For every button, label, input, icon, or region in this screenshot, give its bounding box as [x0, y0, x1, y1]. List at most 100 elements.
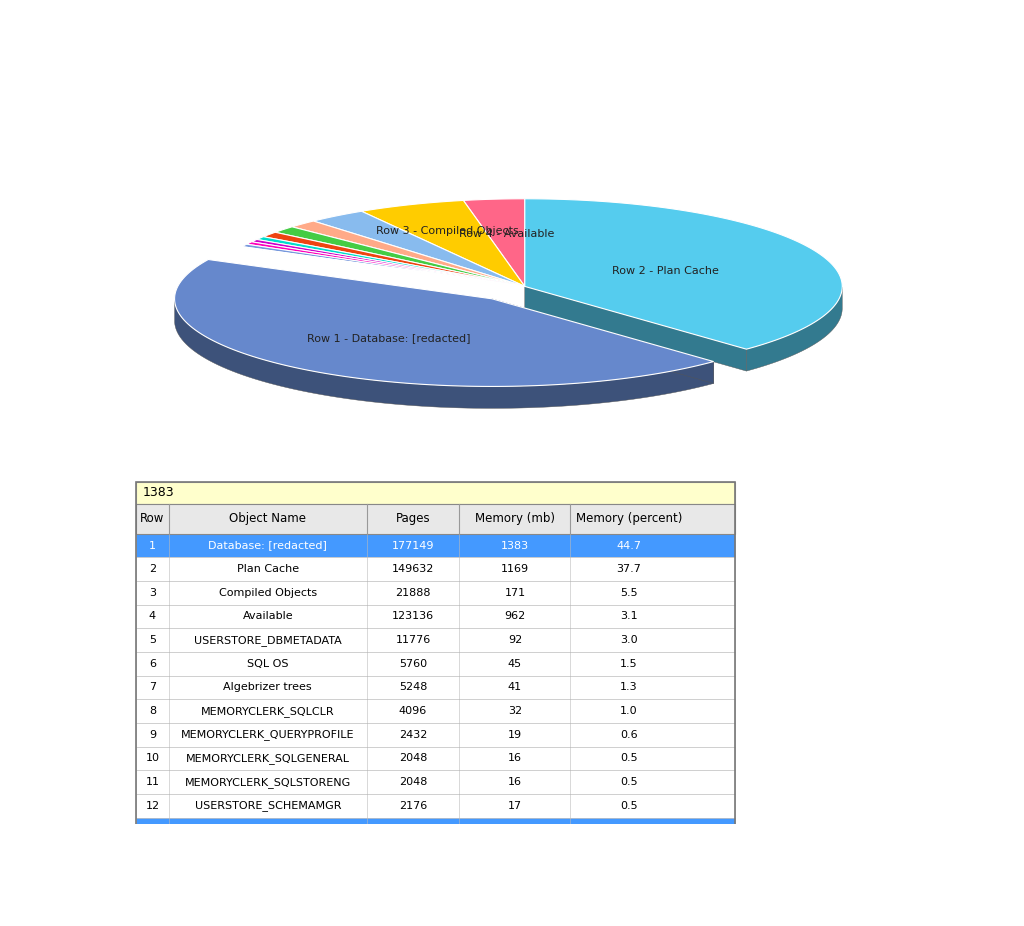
Text: 1: 1	[148, 541, 156, 551]
Text: 3.0: 3.0	[620, 635, 638, 645]
Text: 7: 7	[148, 682, 156, 693]
Text: 2176: 2176	[399, 801, 427, 810]
FancyBboxPatch shape	[136, 504, 735, 533]
Text: 5.5: 5.5	[620, 588, 638, 598]
Polygon shape	[524, 286, 746, 371]
Text: 1.3: 1.3	[620, 682, 638, 693]
Text: 13: 13	[145, 824, 160, 834]
Text: 16: 16	[508, 777, 522, 787]
Text: 9: 9	[148, 730, 156, 740]
Polygon shape	[292, 221, 524, 286]
Text: 92: 92	[508, 635, 522, 645]
Text: MEMORYCLERK_SQLGENERAL: MEMORYCLERK_SQLGENERAL	[185, 753, 350, 764]
Text: 1383: 1383	[501, 541, 529, 551]
Polygon shape	[175, 300, 714, 408]
Text: 2432: 2432	[399, 730, 427, 740]
Polygon shape	[247, 242, 524, 286]
Text: SQL OS: SQL OS	[247, 658, 289, 669]
Text: 177149: 177149	[392, 541, 434, 551]
Text: Row 3 - Compiled Objects: Row 3 - Compiled Objects	[376, 226, 518, 236]
Polygon shape	[492, 299, 714, 383]
Text: 0.1: 0.1	[620, 824, 638, 834]
Text: Pages: Pages	[395, 512, 430, 525]
Text: 0.6: 0.6	[620, 730, 638, 740]
Text: 17: 17	[508, 801, 522, 810]
Text: 16: 16	[508, 754, 522, 763]
Text: 41: 41	[508, 682, 522, 693]
Text: 4096: 4096	[399, 707, 427, 716]
Text: Row 2 - Plan Cache: Row 2 - Plan Cache	[612, 266, 720, 276]
Polygon shape	[275, 227, 524, 286]
Text: 37.7: 37.7	[616, 564, 641, 574]
Polygon shape	[524, 199, 842, 349]
Text: 0.5: 0.5	[620, 777, 638, 787]
Polygon shape	[257, 237, 524, 286]
FancyBboxPatch shape	[136, 723, 735, 746]
Text: MEMORYCLERK_QUERYPROFILE: MEMORYCLERK_QUERYPROFILE	[181, 730, 354, 740]
Text: 11: 11	[145, 777, 160, 787]
Text: 44.7: 44.7	[616, 541, 641, 551]
Text: 0.5: 0.5	[620, 801, 638, 810]
Text: 962: 962	[504, 611, 525, 621]
Text: 21888: 21888	[395, 588, 431, 598]
Text: 149632: 149632	[392, 564, 434, 574]
Text: 3: 3	[511, 824, 518, 834]
FancyBboxPatch shape	[136, 699, 735, 723]
Text: MEMORYCLERK_SQLCLR: MEMORYCLERK_SQLCLR	[201, 706, 335, 717]
Text: MEMORYCLERK_SQLSTORENG: MEMORYCLERK_SQLSTORENG	[184, 777, 351, 787]
Text: 19: 19	[508, 730, 522, 740]
Polygon shape	[263, 232, 524, 286]
FancyBboxPatch shape	[136, 652, 735, 676]
FancyBboxPatch shape	[136, 676, 735, 699]
Text: 2048: 2048	[399, 754, 427, 763]
Text: Row: Row	[140, 512, 165, 525]
Text: 2048: 2048	[399, 777, 427, 787]
Text: 8: 8	[148, 707, 156, 716]
Text: Plan Cache: Plan Cache	[237, 564, 299, 574]
Polygon shape	[746, 287, 842, 371]
Text: Row 1 - Database: [redacted]: Row 1 - Database: [redacted]	[307, 332, 471, 343]
Polygon shape	[252, 240, 524, 286]
Text: Algebrizer trees: Algebrizer trees	[223, 682, 312, 693]
FancyBboxPatch shape	[136, 557, 735, 581]
FancyBboxPatch shape	[136, 581, 735, 605]
Text: 5248: 5248	[399, 682, 427, 693]
Text: Compiled Objects: Compiled Objects	[219, 588, 316, 598]
Text: Memory (percent): Memory (percent)	[575, 512, 682, 525]
Text: 10: 10	[145, 754, 160, 763]
Text: 5: 5	[148, 635, 156, 645]
Text: 0.5: 0.5	[620, 754, 638, 763]
Text: USERSTORE_SCHEMAMGR: USERSTORE_SCHEMAMGR	[195, 800, 341, 811]
Text: USERSTORE_DBMETADATA: USERSTORE_DBMETADATA	[194, 634, 342, 645]
Text: 1.5: 1.5	[620, 658, 638, 669]
Text: 123136: 123136	[392, 611, 434, 621]
Text: 45: 45	[508, 658, 522, 669]
Text: Database: [redacted]: Database: [redacted]	[208, 541, 328, 551]
FancyBboxPatch shape	[136, 818, 735, 841]
Text: 1383: 1383	[142, 486, 174, 499]
FancyBboxPatch shape	[136, 482, 735, 504]
Text: 6: 6	[148, 658, 156, 669]
FancyBboxPatch shape	[136, 794, 735, 818]
Text: 11776: 11776	[395, 635, 431, 645]
FancyBboxPatch shape	[136, 605, 735, 629]
Polygon shape	[242, 244, 524, 286]
Text: 4: 4	[148, 611, 156, 621]
Text: 32: 32	[508, 707, 522, 716]
Polygon shape	[361, 200, 524, 286]
Text: 3: 3	[148, 588, 156, 598]
Polygon shape	[174, 259, 714, 386]
Polygon shape	[241, 246, 524, 286]
Text: Object Name: Object Name	[229, 512, 306, 525]
Text: 2: 2	[148, 564, 156, 574]
Text: 3.1: 3.1	[620, 611, 638, 621]
Text: 12: 12	[145, 801, 160, 810]
Text: Memory (mb): Memory (mb)	[475, 512, 555, 525]
FancyBboxPatch shape	[136, 533, 735, 557]
Text: 500: 500	[402, 824, 424, 834]
Text: Available: Available	[243, 611, 293, 621]
Polygon shape	[463, 199, 524, 286]
FancyBboxPatch shape	[136, 770, 735, 794]
Text: Database: tempdb: Database: tempdb	[216, 824, 319, 834]
Text: 171: 171	[505, 588, 525, 598]
